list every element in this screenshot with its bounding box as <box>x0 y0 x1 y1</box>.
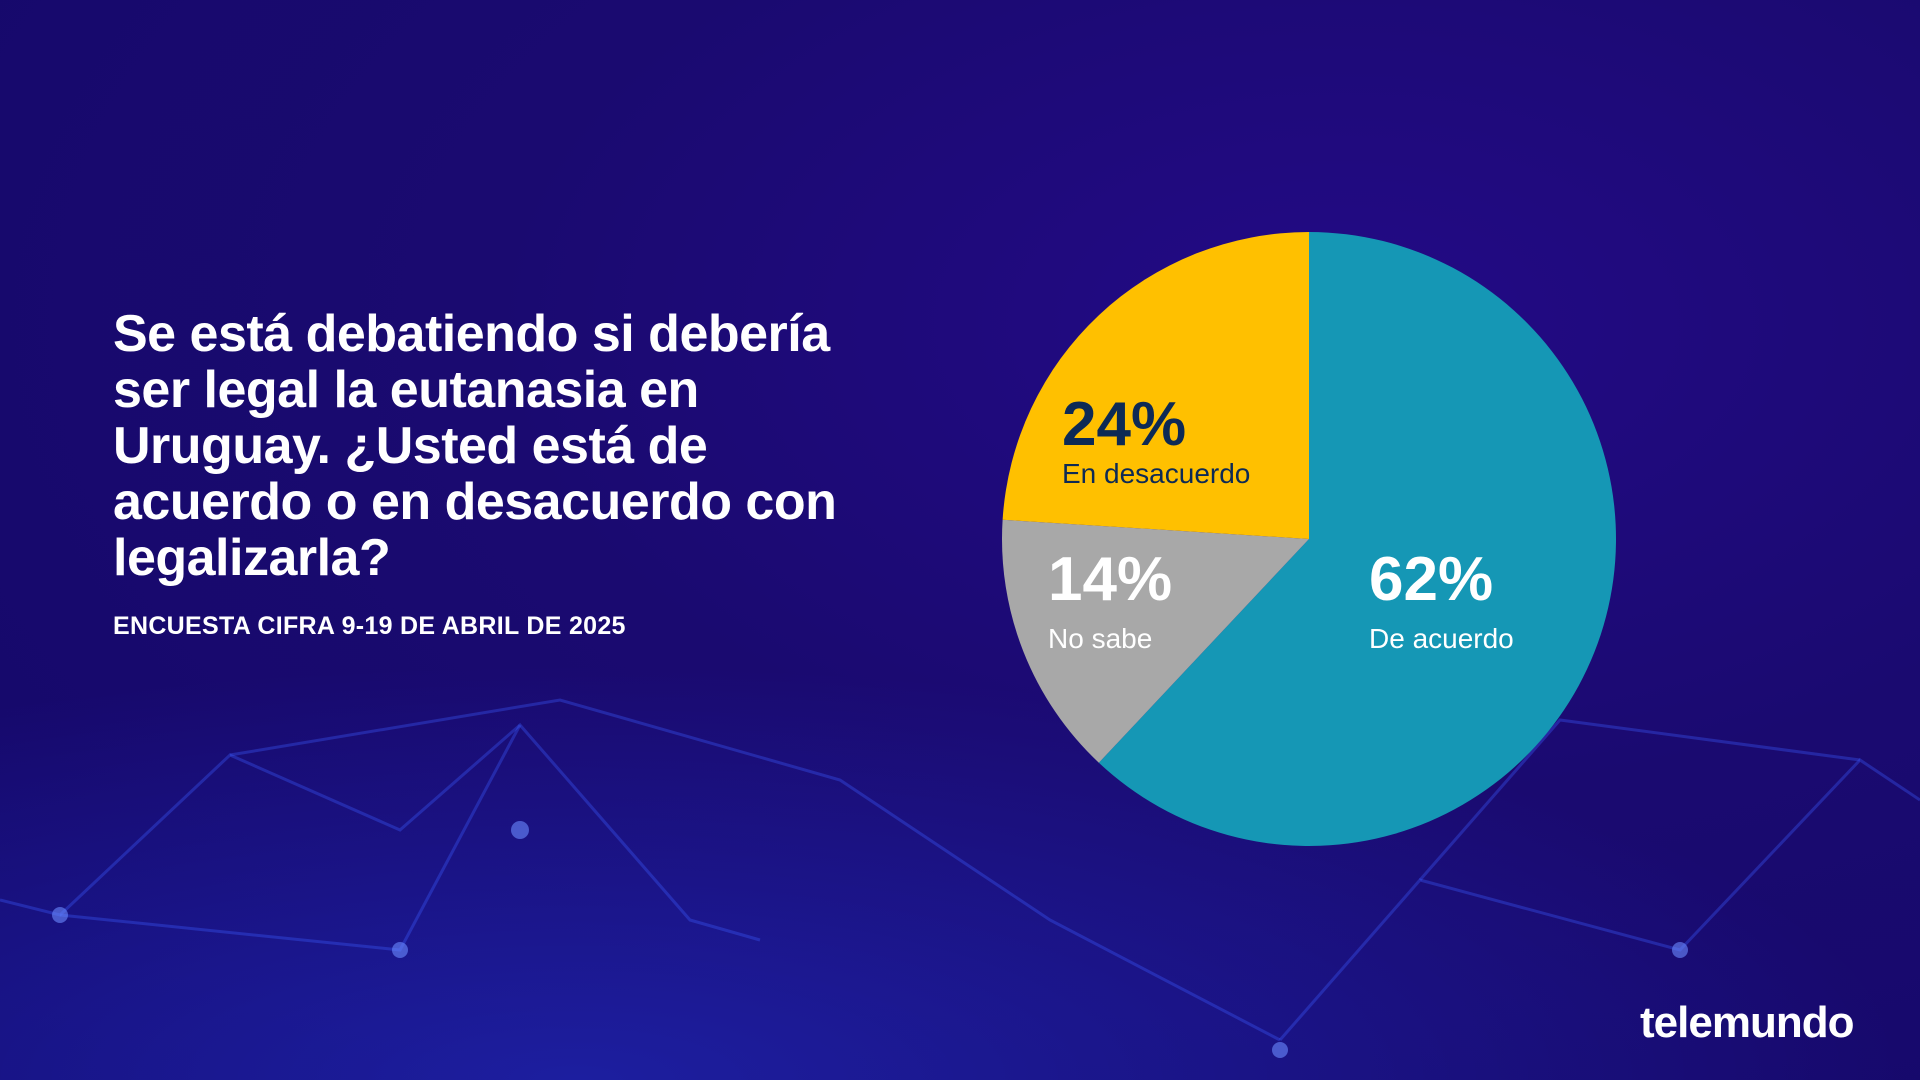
chart-title: Se está debatiendo si debería ser legal … <box>113 305 837 587</box>
survey-source: ENCUESTA CIFRA 9-19 DE ABRIL DE 2025 <box>113 612 626 640</box>
data-label-category: De acuerdo <box>1369 623 1514 654</box>
data-label-value: 14% <box>1048 545 1172 614</box>
data-label-category: No sabe <box>1048 623 1152 654</box>
pie-slice-en-desacuerdo <box>1002 232 1309 539</box>
pie-slice-de-acuerdo <box>1098 232 1617 846</box>
data-label-category: En desacuerdo <box>1062 458 1250 489</box>
background-glow <box>0 660 1920 1080</box>
telemundo-logo: telemundo <box>1640 998 1854 1047</box>
data-label-value: 62% <box>1369 545 1493 614</box>
data-label-value: 24% <box>1062 390 1186 459</box>
pie-slice-no-sabe <box>1002 519 1309 763</box>
